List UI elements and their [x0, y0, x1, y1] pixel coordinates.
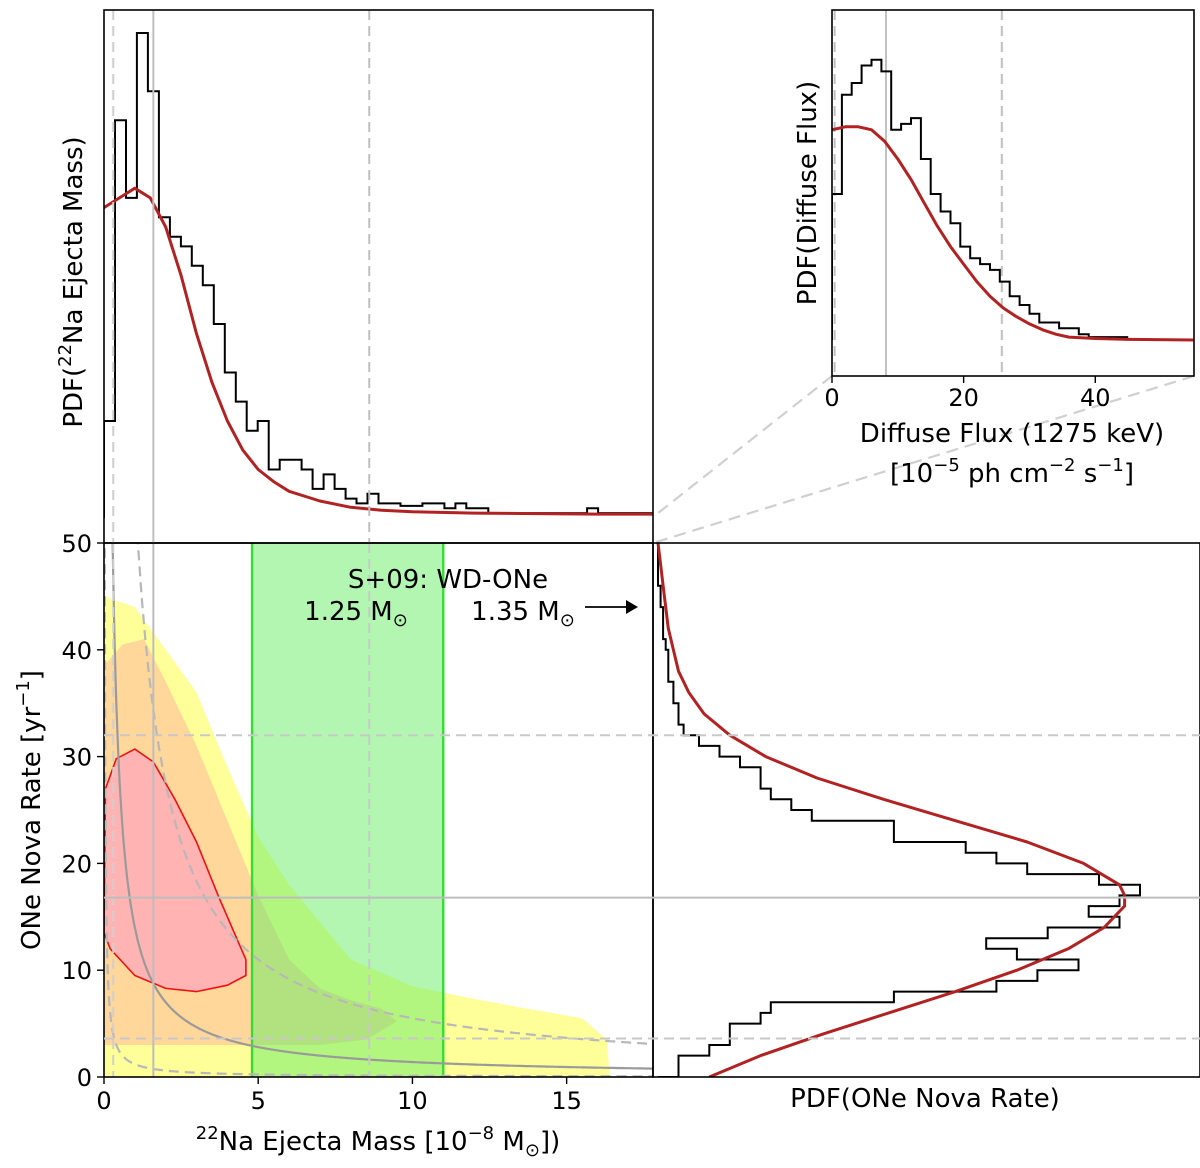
inset-histogram: [832, 58, 1129, 340]
top-panel-frame: [103, 9, 654, 544]
joint-ytick-label: 10: [61, 957, 92, 985]
right-histogram: [657, 543, 1141, 1077]
annotation-right-mass: 1.35 M⊙: [471, 597, 575, 631]
flux-curve-1: [136, 543, 653, 1046]
right-panel-frame: [652, 542, 1200, 1078]
joint-xtick-label: 15: [551, 1087, 582, 1115]
diffuse-flux-inset: 0 20 40 PDF(Diffuse Flux) Diffuse Flux (12…: [793, 9, 1195, 489]
joint-ytick-label: 0: [77, 1064, 92, 1092]
inset-kde-curve: [832, 125, 1194, 342]
annotation-arrow-head: [626, 600, 638, 614]
inset-frame: [831, 9, 1195, 377]
top-marginal-panel: PDF(22Na Ejecta Mass): [55, 9, 654, 544]
joint-ytick-label: 30: [61, 744, 92, 772]
annotation-left-mass: 1.25 M⊙: [304, 597, 408, 631]
flux-curve-0: [111, 543, 653, 1070]
inset-xlabel-line1: Diffuse Flux (1275 keV): [860, 419, 1164, 449]
joint-xtick-label: 10: [397, 1087, 428, 1115]
wd-one-mass-band: [252, 543, 444, 1077]
joint-xlabel: 22Na Ejecta Mass [10−8 M⊙]): [196, 1123, 560, 1161]
joint-ytick-label: 40: [61, 637, 92, 665]
top-ylabel: PDF(22Na Ejecta Mass): [55, 136, 89, 427]
joint-ylabel: ONe Nova Rate [yr−1]: [13, 670, 47, 950]
joint-ytick-label: 20: [61, 850, 92, 878]
flux-curve-2: [104, 543, 653, 1077]
joint-ytick-label: 50: [61, 530, 92, 558]
inset-xtick-label: 40: [1080, 384, 1111, 412]
right-xlabel: PDF(ONe Nova Rate): [790, 1084, 1060, 1114]
joint-contour-panel: 0 5 10 15 0 10 20 30 40 50 22Na Ejecta Mass [10−…: [13, 530, 654, 1161]
joint-xtick-label: 0: [96, 1087, 111, 1115]
inset-xtick-label: 20: [948, 384, 979, 412]
top-histogram: [104, 32, 653, 518]
annotation-title: S+09: WD-ONe: [348, 565, 548, 595]
inset-xlabel-line2: [10−5 ph cm−2 s−1]: [890, 455, 1134, 489]
inset-ylabel: PDF(Diffuse Flux): [793, 81, 823, 305]
contour-inner: [104, 748, 247, 993]
joint-xtick-label: 5: [251, 1087, 266, 1115]
inset-xtick-label: 0: [824, 384, 839, 412]
top-kde-curve: [104, 186, 653, 516]
s09-annotation: S+09: WD-ONe 1.25 M⊙ 1.35 M⊙: [304, 565, 638, 631]
right-marginal-panel: PDF(ONe Nova Rate): [652, 542, 1200, 1114]
right-kde-curve: [656, 543, 1127, 1077]
